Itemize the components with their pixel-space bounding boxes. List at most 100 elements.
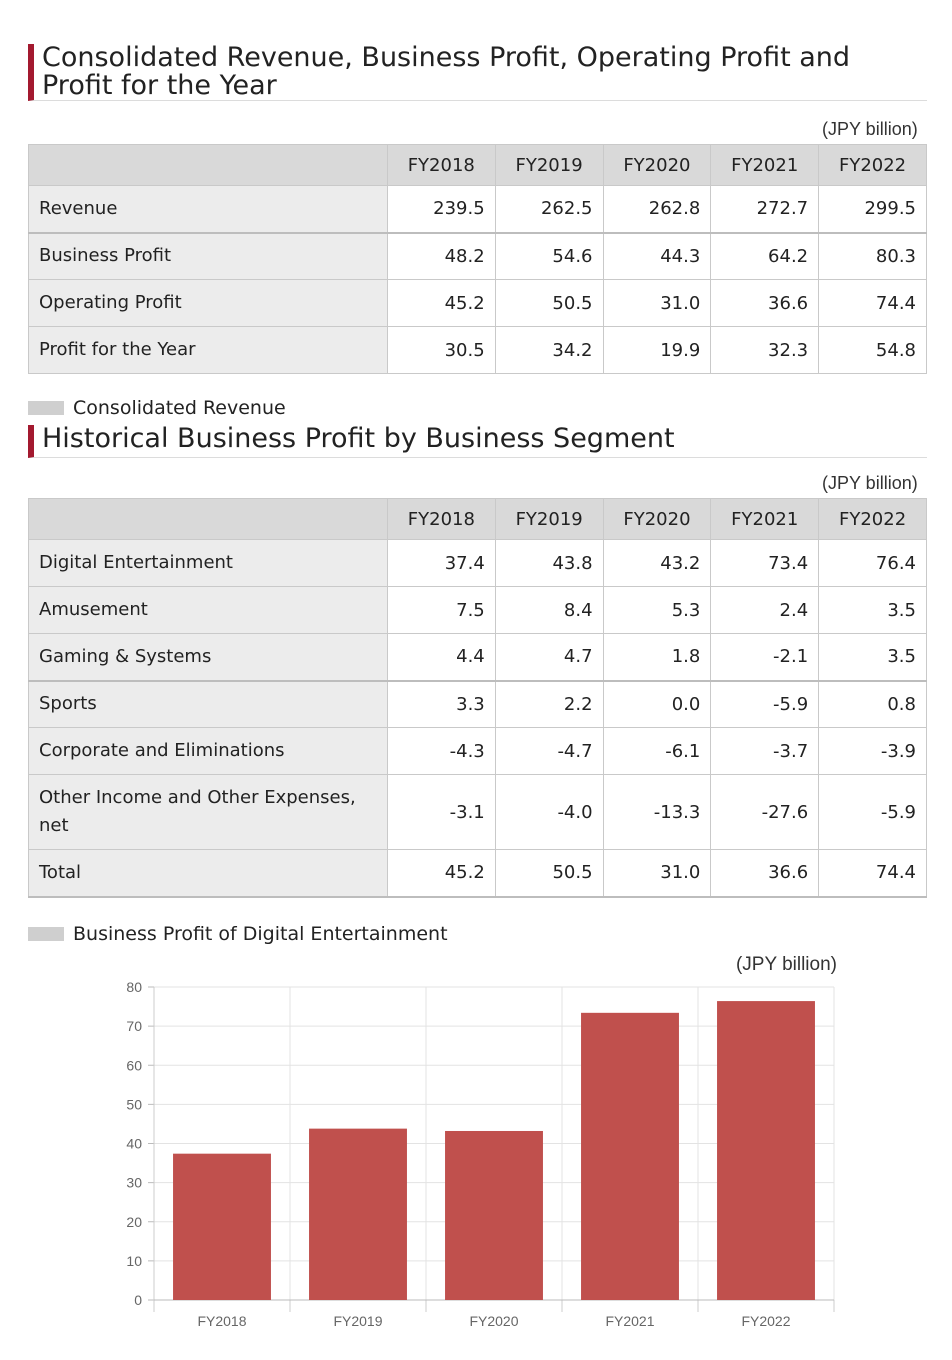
row-label: Total: [28, 849, 388, 898]
segment-table: FY2018 FY2019 FY2020 FY2021 FY2022 Digital E…: [28, 498, 927, 898]
section-title-line2: Profit for the Year: [42, 70, 277, 101]
legend-swatch: [28, 401, 64, 415]
row-label: Gaming & Systems: [28, 633, 388, 682]
section-title-segment: Historical Business Profit by Business S…: [28, 425, 927, 458]
table-cell: -3.7: [710, 727, 820, 775]
table-cell: 262.8: [602, 185, 712, 234]
legend-swatch: [28, 927, 64, 941]
table-cell: 1.8: [602, 633, 712, 682]
table-cell: 73.4: [710, 539, 820, 587]
table-cell: 8.4: [494, 586, 604, 634]
column-header-fy2022: FY2022: [818, 498, 927, 540]
column-header-fy2021: FY2021: [710, 144, 820, 186]
table-cell: -4.7: [494, 727, 604, 775]
table-cell: 48.2: [386, 232, 496, 280]
column-header-fy2021: FY2021: [710, 498, 820, 540]
table-row: Revenue 239.5 262.5 262.8 272.7 299.5: [28, 185, 927, 234]
unit-label-1: (JPY billion): [822, 119, 918, 139]
y-tick-label: 80: [126, 979, 142, 995]
unit-label-2: (JPY billion): [822, 473, 918, 493]
table-cell: 5.3: [602, 586, 712, 634]
section-title-text: Historical Business Profit by Business S…: [42, 423, 675, 454]
column-header-fy2020: FY2020: [602, 498, 712, 540]
y-tick-label: 40: [126, 1136, 142, 1152]
y-tick-label: 70: [126, 1018, 142, 1034]
table-cell: 19.9: [602, 326, 712, 374]
table-cell: 37.4: [386, 539, 496, 587]
column-header-fy2019: FY2019: [494, 498, 604, 540]
row-label: Profit for the Year: [28, 326, 388, 374]
y-tick-label: 60: [126, 1057, 142, 1073]
table-row: Gaming & Systems 4.4 4.7 1.8 -2.1 3.5: [28, 633, 927, 682]
table-row: Digital Entertainment 37.4 43.8 43.2 73.4 76.…: [28, 539, 927, 587]
row-label: Operating Profit: [28, 279, 388, 327]
table-corner-cell: [28, 144, 388, 186]
x-tick-label: FY2022: [741, 1313, 790, 1329]
table-cell: -5.9: [710, 680, 820, 728]
row-label: Sports: [28, 680, 388, 728]
table-cell: 31.0: [602, 849, 712, 898]
table-cell: 4.7: [494, 633, 604, 682]
table-cell: 50.5: [494, 849, 604, 898]
table-cell: 54.8: [818, 326, 927, 374]
column-header-fy2019: FY2019: [494, 144, 604, 186]
table-cell: 45.2: [386, 849, 496, 898]
table-row: Operating Profit 45.2 50.5 31.0 36.6 74.4: [28, 279, 927, 327]
table-cell: 2.2: [494, 680, 604, 728]
table-cell: 2.4: [710, 586, 820, 634]
table-cell: 36.6: [710, 279, 820, 327]
y-tick-label: 50: [126, 1096, 142, 1112]
x-tick-label: FY2018: [197, 1313, 246, 1329]
table-row: Business Profit 48.2 54.6 44.3 64.2 80.3: [28, 232, 927, 280]
table-cell: 36.6: [710, 849, 820, 898]
table-cell: 32.3: [710, 326, 820, 374]
legend-text: Business Profit of Digital Entertainment: [73, 923, 448, 945]
section-title-line1: Consolidated Revenue, Business Profit, O…: [42, 42, 851, 73]
table-cell: 44.3: [602, 232, 712, 280]
column-header-fy2018: FY2018: [386, 144, 496, 186]
table-cell: 80.3: [818, 232, 927, 280]
y-tick-label: 30: [126, 1175, 142, 1191]
table-cell: 74.4: [818, 279, 927, 327]
table-row: Profit for the Year 30.5 34.2 19.9 32.3 54.8: [28, 326, 927, 374]
table-cell: -3.1: [386, 774, 496, 850]
table-cell: 54.6: [494, 232, 604, 280]
x-tick-label: FY2019: [333, 1313, 382, 1329]
y-tick-label: 0: [134, 1292, 142, 1308]
row-label: Revenue: [28, 185, 388, 234]
row-label: Amusement: [28, 586, 388, 634]
row-label: Business Profit: [28, 232, 388, 280]
table-cell: -27.6: [710, 774, 820, 850]
x-tick-label: FY2021: [605, 1313, 654, 1329]
table-row: Amusement 7.5 8.4 5.3 2.4 3.5: [28, 586, 927, 634]
bar-fy2020: [445, 1130, 543, 1300]
table-cell: 272.7: [710, 185, 820, 234]
table-cell: -6.1: [602, 727, 712, 775]
table-cell: 4.4: [386, 633, 496, 682]
bar-chart: (JPY billion) 0 10 20 30 40 50 60 70 80 FY2018 FY20…: [126, 954, 837, 1329]
row-label: Other Income and Other Expenses, net: [28, 774, 388, 850]
table-cell: 7.5: [386, 586, 496, 634]
bar-fy2022: [717, 1001, 815, 1300]
column-header-fy2018: FY2018: [386, 498, 496, 540]
row-label: Digital Entertainment: [28, 539, 388, 587]
column-header-fy2020: FY2020: [602, 144, 712, 186]
bar-fy2021: [581, 1012, 679, 1300]
bar-fy2018: [173, 1153, 271, 1300]
table-cell: 76.4: [818, 539, 927, 587]
table-cell: -4.0: [494, 774, 604, 850]
table-cell: 31.0: [602, 279, 712, 327]
table-row: Sports 3.3 2.2 0.0 -5.9 0.8: [28, 680, 927, 728]
column-header-fy2022: FY2022: [818, 144, 927, 186]
chart-unit-label: (JPY billion): [736, 954, 837, 975]
table-row: Total 45.2 50.5 31.0 36.6 74.4: [28, 849, 927, 898]
table-cell: 74.4: [818, 849, 927, 898]
y-tick-label: 10: [126, 1253, 142, 1269]
table-cell: 3.3: [386, 680, 496, 728]
legend-digital-entertainment: Business Profit of Digital Entertainment: [28, 923, 448, 945]
table-cell: 30.5: [386, 326, 496, 374]
consolidated-table: FY2018 FY2019 FY2020 FY2021 FY2022 Revenue 23…: [28, 144, 927, 374]
table-cell: 299.5: [818, 185, 927, 234]
table-cell: -4.3: [386, 727, 496, 775]
legend-text: Consolidated Revenue: [73, 400, 286, 416]
